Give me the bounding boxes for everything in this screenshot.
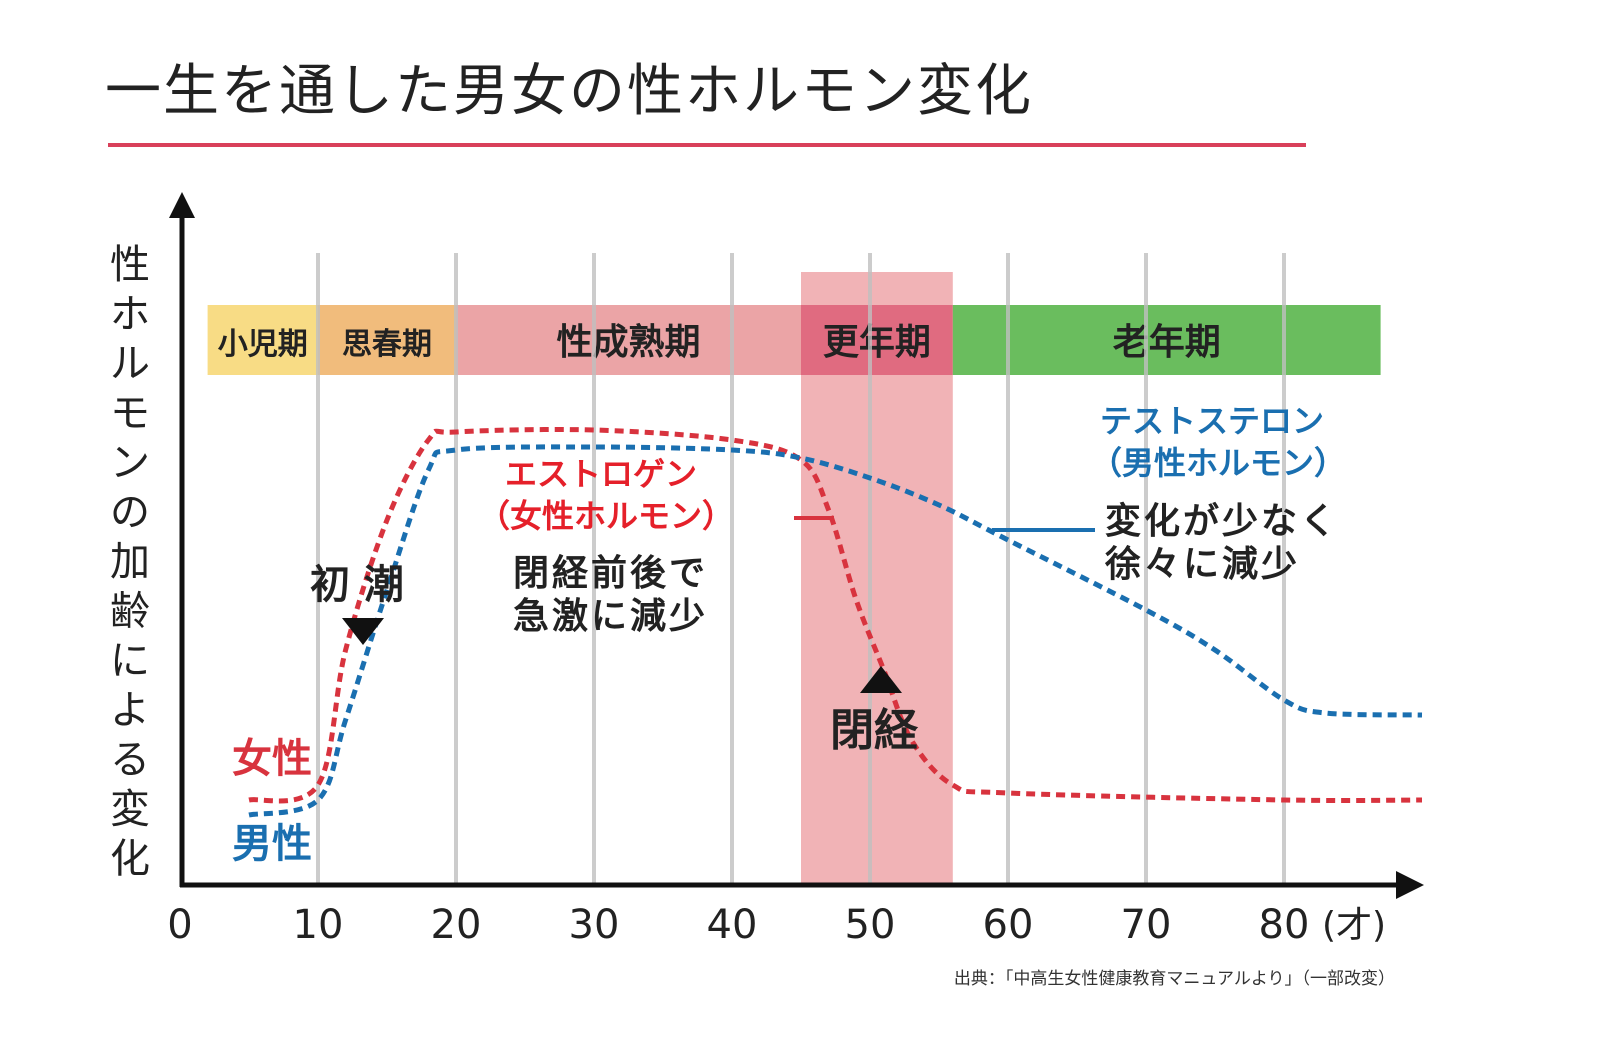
x-tick-label: 40 (707, 902, 758, 948)
y-label-char: ン (110, 440, 150, 486)
period-band (952, 305, 1381, 375)
source-note: 出典：「中高生女性健康教育マニュアルより」（一部改変） (954, 969, 1395, 989)
estrogen-sublabel: （女性ホルモン） (478, 497, 734, 535)
x-tick-label: 20 (431, 902, 482, 948)
x-unit-label: (才) (1322, 905, 1386, 946)
period-label: 老年期 (1113, 322, 1221, 363)
y-label-char: 齢 (110, 589, 150, 635)
testosterone-note-1: 変化が少なく (1105, 500, 1339, 542)
y-label-char: 性 (110, 242, 150, 288)
chart-title: 一生を通した男女の性ホルモン変化 (105, 59, 1033, 124)
period-label: 性成熟期 (556, 322, 700, 363)
y-label-char: ホ (110, 292, 150, 338)
estrogen-note-1: 閉経前後で (513, 553, 708, 594)
x-tick-label: 30 (569, 902, 620, 948)
y-label-char: る (110, 737, 150, 783)
period-band (456, 305, 801, 375)
period-label: 小児期 (218, 327, 308, 362)
period-band (801, 305, 953, 375)
x-axis-arrow (1396, 871, 1424, 899)
estrogen-label: エストロゲン (505, 455, 697, 493)
testosterone-line (248, 444, 1423, 818)
x-tick-label: 0 (167, 902, 192, 948)
testosterone-label: テストステロン (1100, 402, 1324, 440)
period-label: 更年期 (823, 322, 931, 363)
y-label-char: 加 (110, 539, 150, 585)
menopause-marker (860, 666, 902, 693)
y-label-char: 変 (110, 787, 150, 833)
y-label-char: に (110, 638, 150, 684)
menopause-label: 閉経 (830, 705, 919, 756)
x-tick-label: 70 (1121, 902, 1172, 948)
legend-female: 女性 (232, 736, 312, 782)
y-label-char: の (110, 490, 150, 536)
y-label-char: モ (110, 391, 150, 437)
x-tick-label: 60 (983, 902, 1034, 948)
x-tick-label: 80 (1259, 902, 1310, 948)
period-band (318, 305, 456, 375)
x-tick-label: 50 (845, 902, 896, 948)
menarche-label: 初 潮 (310, 562, 404, 608)
x-tick-label: 10 (293, 902, 344, 948)
testosterone-note-2: 徐々に減少 (1104, 544, 1300, 585)
menarche-marker (342, 618, 384, 645)
legend-male: 男性 (232, 821, 312, 867)
y-label-char: 化 (110, 836, 150, 882)
y-axis-arrow (169, 192, 195, 218)
estrogen-line (248, 427, 1423, 804)
y-label-char: ル (110, 341, 150, 387)
period-band (207, 305, 318, 375)
estrogen-note-2: 急激に減少 (513, 596, 708, 637)
y-label-char: よ (110, 688, 150, 734)
period-label: 思春期 (342, 327, 432, 362)
testosterone-sublabel: （男性ホルモン） (1090, 444, 1346, 482)
